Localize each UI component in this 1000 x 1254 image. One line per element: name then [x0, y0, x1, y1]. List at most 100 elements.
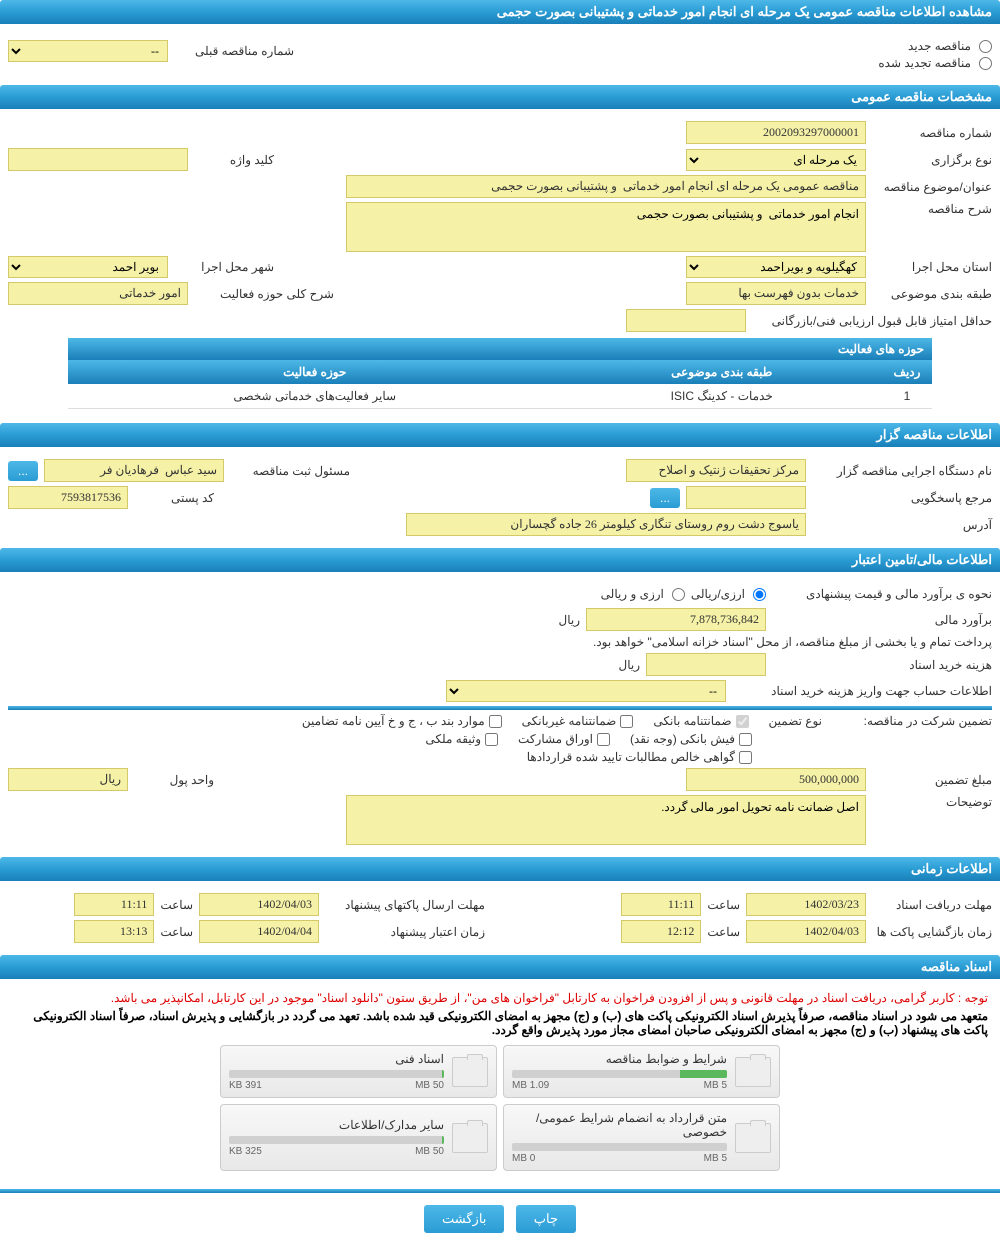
chk-bonds-label: اوراق مشارکت [518, 732, 593, 746]
holding-type-select[interactable]: یک مرحله ای [686, 149, 866, 171]
chk-aiin[interactable] [489, 715, 502, 728]
address-label: آدرس [812, 518, 992, 532]
prev-number-select[interactable]: -- [8, 40, 168, 62]
postal-label: کد پستی [134, 491, 214, 505]
org-label: نام دستگاه اجرایی مناقصه گزار [812, 464, 992, 478]
scope-label: شرح کلی حوزه فعالیت [194, 287, 334, 301]
file-info: شرایط و ضوابط مناقصه5 MB1.09 MB [512, 1052, 727, 1091]
payment-note: پرداخت تمام و یا بخشی از مبلغ مناقصه، از… [593, 635, 992, 649]
more-button[interactable]: ... [8, 461, 38, 481]
radio-renewed-tender[interactable] [979, 57, 992, 70]
guarantee-amount-label: مبلغ تضمین [872, 773, 992, 787]
chk-bank-label: ضمانتنامه بانکی [653, 714, 731, 728]
keyword-field[interactable] [8, 148, 188, 171]
receive-label: مهلت دریافت اسناد [872, 898, 992, 912]
file-info: اسناد فنی 50 MB391 KB [229, 1052, 444, 1091]
chk-cert[interactable] [739, 751, 752, 764]
file-grid: شرایط و ضوابط مناقصه5 MB1.09 MB اسناد فنی… [220, 1045, 780, 1171]
progress-bar [512, 1143, 727, 1151]
notes-textarea[interactable] [346, 795, 866, 845]
chk-property[interactable] [485, 733, 498, 746]
guarantee-type-label: نوع تضمین [769, 714, 822, 728]
file-card[interactable]: اسناد فنی 50 MB391 KB [220, 1045, 497, 1098]
responder-field[interactable] [686, 486, 806, 509]
validity-time[interactable] [74, 920, 154, 943]
province-select[interactable]: کهگیلویه و بویراحمد [686, 256, 866, 278]
unit-field[interactable] [8, 768, 128, 791]
guarantee-title: تضمین شرکت در مناقصه: [842, 714, 992, 728]
radio-rial-label: ارزی/ریالی [691, 587, 745, 601]
chk-bank[interactable] [736, 715, 749, 728]
docs-note-bold: متعهد می شود در اسناد مناقصه، صرفاً پذیر… [12, 1009, 988, 1037]
guarantee-amount-field[interactable] [686, 768, 866, 791]
chk-nonbank[interactable] [620, 715, 633, 728]
folder-icon [735, 1123, 771, 1153]
radio-new-tender[interactable] [979, 40, 992, 53]
scope-field[interactable] [8, 282, 188, 305]
file-title: اسناد فنی [229, 1052, 444, 1066]
section-owner-body: نام دستگاه اجرایی مناقصه گزار مسئول ثبت … [0, 447, 1000, 548]
category-label: طبقه بندی موضوعی [872, 287, 992, 301]
reg-person-label: مسئول ثبت مناقصه [230, 464, 350, 478]
file-info: سایر مدارک/اطلاعات 50 MB325 KB [229, 1118, 444, 1157]
submit-label: مهلت ارسال پاکتهای پیشنهاد [325, 898, 485, 912]
desc-textarea[interactable] [346, 202, 866, 252]
address-field[interactable] [406, 513, 806, 536]
radio-rial[interactable] [753, 588, 766, 601]
validity-date[interactable] [199, 920, 319, 943]
open-date[interactable] [746, 920, 866, 943]
file-card[interactable]: شرایط و ضوابط مناقصه5 MB1.09 MB [503, 1045, 780, 1098]
radio-both[interactable] [672, 588, 685, 601]
file-card[interactable]: سایر مدارک/اطلاعات 50 MB325 KB [220, 1104, 497, 1171]
section-financial-header: اطلاعات مالی/تامین اعتبار [0, 548, 1000, 572]
table-row: 1خدمات - کدینگ ISICسایر فعالیت‌های خدمات… [68, 384, 932, 409]
receive-date[interactable] [746, 893, 866, 916]
category-field[interactable] [686, 282, 866, 305]
docs-note-red: توجه : کاربر گرامی، دریافت اسناد در مهلت… [12, 991, 988, 1005]
radio-both-label: ارزی و ریالی [601, 587, 664, 601]
chk-bonds[interactable] [597, 733, 610, 746]
submit-time[interactable] [74, 893, 154, 916]
reg-person-field[interactable] [44, 459, 224, 482]
province-label: استان محل اجرا [872, 260, 992, 274]
print-button[interactable]: چاپ [516, 1205, 576, 1233]
time-word-4: ساعت [160, 925, 193, 939]
tender-no-field[interactable] [686, 121, 866, 144]
file-card[interactable]: متن قرارداد به انضمام شرایط عمومی/خصوصی5… [503, 1104, 780, 1171]
estimate-field[interactable] [586, 608, 766, 631]
responder-more-button[interactable]: ... [650, 488, 680, 508]
file-sizes: 50 MB325 KB [229, 1146, 444, 1157]
open-time[interactable] [621, 920, 701, 943]
back-button[interactable]: بازگشت [424, 1205, 504, 1233]
progress-bar [229, 1070, 444, 1078]
progress-bar [229, 1136, 444, 1144]
chk-cash[interactable] [739, 733, 752, 746]
title-field[interactable] [346, 175, 866, 198]
file-title: متن قرارداد به انضمام شرایط عمومی/خصوصی [512, 1111, 727, 1139]
folder-icon [452, 1123, 488, 1153]
min-score-field[interactable] [626, 309, 746, 332]
time-word-2: ساعت [707, 925, 740, 939]
desc-label: شرح مناقصه [872, 202, 992, 216]
doc-fee-unit: ریال [618, 658, 640, 672]
unit-label: واحد پول [134, 773, 214, 787]
file-info: متن قرارداد به انضمام شرایط عمومی/خصوصی5… [512, 1111, 727, 1164]
cell-cat: خدمات - کدینگ ISIC [561, 384, 882, 409]
activity-table: ردیف طبقه بندی موضوعی حوزه فعالیت 1خدمات… [68, 360, 932, 409]
keyword-label: کلید واژه [194, 153, 274, 167]
activity-table-header: حوزه های فعالیت [68, 338, 932, 360]
radio-new-label: مناقصه جدید [908, 39, 971, 53]
chk-aiin-label: موارد بند ب ، ج و خ آیین نامه تضامین [302, 714, 485, 728]
file-sizes: 50 MB391 KB [229, 1080, 444, 1091]
city-select[interactable]: بویر احمد [8, 256, 168, 278]
account-label: اطلاعات حساب جهت واریز هزینه خرید اسناد [732, 684, 992, 698]
org-field[interactable] [626, 459, 806, 482]
activity-table-wrap: حوزه های فعالیت ردیف طبقه بندی موضوعی حو… [68, 338, 932, 409]
receive-time[interactable] [621, 893, 701, 916]
radio-renewed-label: مناقصه تجدید شده [878, 56, 971, 70]
postal-field[interactable] [8, 486, 128, 509]
doc-fee-field[interactable] [646, 653, 766, 676]
account-select[interactable]: -- [446, 680, 726, 702]
file-title: سایر مدارک/اطلاعات [229, 1118, 444, 1132]
submit-date[interactable] [199, 893, 319, 916]
